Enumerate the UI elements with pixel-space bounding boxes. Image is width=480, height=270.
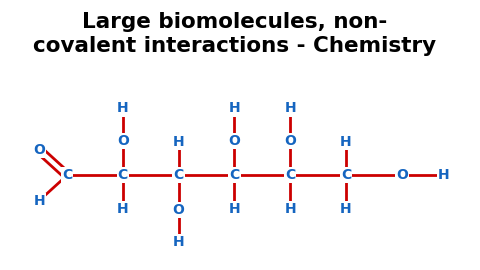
Text: H: H [340,135,352,149]
Text: H: H [285,202,296,216]
Text: H: H [228,202,240,216]
Text: H: H [228,102,240,116]
Text: C: C [118,168,128,182]
Text: C: C [62,168,72,182]
Text: H: H [33,194,45,208]
Text: O: O [173,203,184,217]
Text: O: O [284,134,296,148]
Text: H: H [340,202,352,216]
Text: C: C [173,168,184,182]
Text: H: H [438,168,450,182]
Text: H: H [173,235,184,249]
Text: H: H [285,102,296,116]
Text: O: O [117,134,129,148]
Text: O: O [396,168,408,182]
Text: C: C [285,168,295,182]
Text: H: H [117,102,129,116]
Text: Large biomolecules, non-
covalent interactions - Chemistry: Large biomolecules, non- covalent intera… [33,12,436,56]
Text: H: H [117,202,129,216]
Text: C: C [229,168,240,182]
Text: O: O [33,143,45,157]
Text: H: H [173,135,184,149]
Text: C: C [341,168,351,182]
Text: O: O [228,134,240,148]
